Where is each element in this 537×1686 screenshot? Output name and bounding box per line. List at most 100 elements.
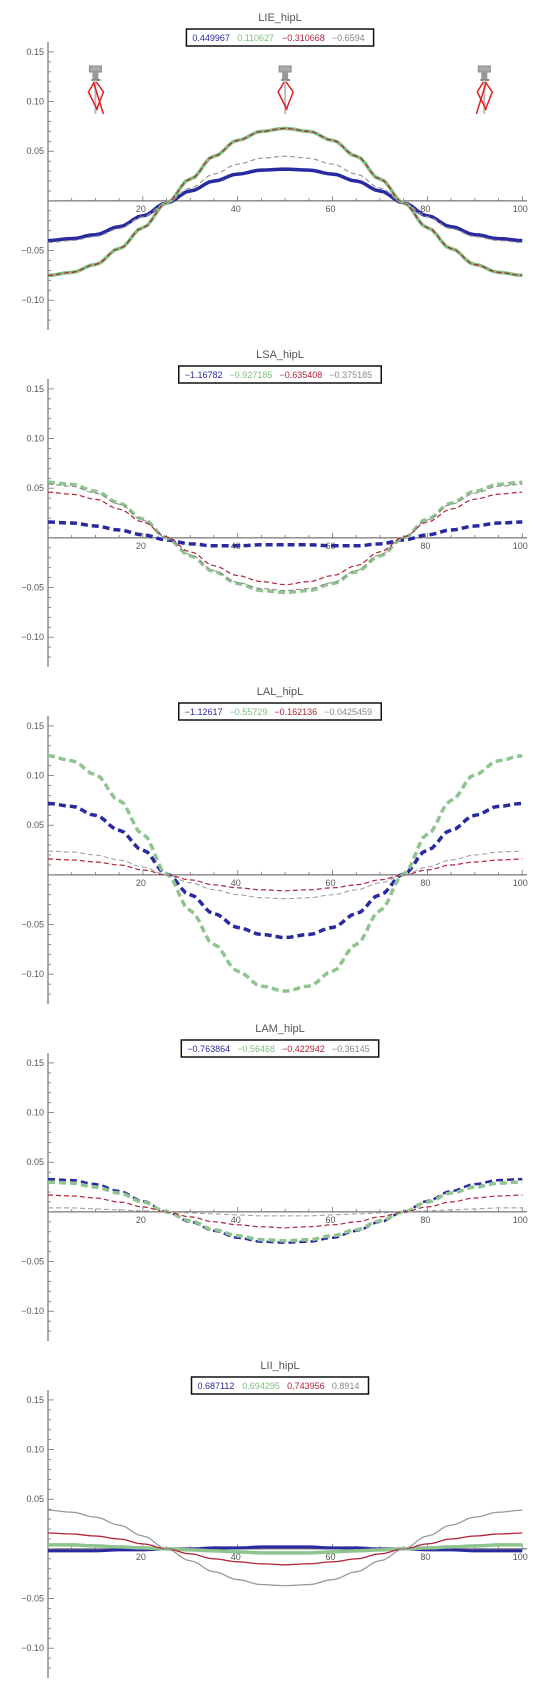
series-line-3 xyxy=(47,1532,523,1566)
y-tick-label: 0.10 xyxy=(26,1108,44,1118)
legend-entry: −0.927185 xyxy=(230,370,273,380)
x-tick-label: 100 xyxy=(513,1215,528,1225)
series-line-1 xyxy=(47,801,523,940)
legend-entry: 0.449967 xyxy=(192,33,230,43)
y-tick-label: −0.05 xyxy=(21,583,44,593)
pose-figure-icon xyxy=(277,65,294,114)
pose-figure-icon xyxy=(87,65,105,115)
series-line-4 xyxy=(47,1509,523,1587)
legend-entry: 0.694295 xyxy=(242,1381,280,1391)
legend: −1.16782 −0.927185 −0.635408 −0.375185 xyxy=(178,365,382,384)
chart-panel-1: LIE_hipL 0.15 0.10 0.05 −0.05 −0.10 20 40 60 80 10… xyxy=(21,12,528,330)
y-tick-label: 0.05 xyxy=(26,483,44,493)
x-tick-label: 80 xyxy=(420,204,430,214)
x-tick-label: 80 xyxy=(420,541,430,551)
series-line-3 xyxy=(47,491,523,586)
legend-entry: −0.6594 xyxy=(332,33,365,43)
legend-entry: −1.16782 xyxy=(185,370,223,380)
series-line-3 xyxy=(47,127,523,276)
series-line-1 xyxy=(48,1545,523,1553)
legend: 0.687112 0.694295 0.743956 0.8914 xyxy=(190,1376,370,1395)
legend-box xyxy=(190,1376,370,1395)
x-tick-label: 80 xyxy=(420,1215,430,1225)
series-line-2 xyxy=(47,480,523,595)
chart-panel-4: LAM_hipL 0.15 0.10 0.05 −0.05 −0.10 20 40 60 80 10… xyxy=(21,1023,528,1341)
y-tick-label: 0.05 xyxy=(26,146,44,156)
x-tick-label: 40 xyxy=(231,1215,241,1225)
series-line-4 xyxy=(47,850,523,900)
x-tick-label: 60 xyxy=(326,1552,336,1562)
chart-title: LSA_hipL xyxy=(256,349,304,361)
series-line-4 xyxy=(48,1207,523,1217)
y-tick-label: −0.05 xyxy=(21,920,44,930)
series-line-2 xyxy=(47,126,523,278)
series-line-3 xyxy=(47,858,523,892)
series-line-1 xyxy=(47,520,523,548)
y-tick-label: −0.10 xyxy=(21,295,44,305)
y-tick-label: 0.05 xyxy=(26,1494,44,1504)
legend-entry: 0.8914 xyxy=(332,1381,360,1391)
series-line-4 xyxy=(47,155,523,244)
series-line-2 xyxy=(47,753,523,993)
pose-figure-icon xyxy=(475,65,494,115)
y-tick-label: −0.05 xyxy=(21,1257,44,1267)
x-tick-label: 100 xyxy=(513,1552,528,1562)
legend: −0.763864 −0.56468 −0.422942 −0.36145 xyxy=(180,1039,380,1058)
y-tick-label: −0.10 xyxy=(21,1643,44,1653)
x-tick-label: 60 xyxy=(326,204,336,214)
x-tick-label: 100 xyxy=(513,541,528,551)
x-tick-label: 100 xyxy=(513,878,528,888)
legend: −1.12617 −0.55729 −0.162136 −0.0425459 xyxy=(178,702,382,721)
x-tick-label: 80 xyxy=(420,1552,430,1562)
x-tick-label: 60 xyxy=(326,541,336,551)
legend-entry: −1.12617 xyxy=(185,707,223,717)
chart-title: LAL_hipL xyxy=(257,686,304,698)
legend-entry: −0.763864 xyxy=(187,1044,230,1054)
y-tick-label: 0.15 xyxy=(26,721,44,731)
y-tick-label: 0.05 xyxy=(26,820,44,830)
legend-entry: −0.422942 xyxy=(282,1044,325,1054)
y-tick-label: −0.05 xyxy=(21,1594,44,1604)
legend-entry: 0.110627 xyxy=(237,33,274,43)
x-tick-label: 80 xyxy=(420,878,430,888)
series-line-4 xyxy=(47,483,523,592)
legend-box xyxy=(185,28,375,47)
chart-panel-5: LII_hipL 0.15 0.10 0.05 −0.05 −0.10 20 40 60 80 10… xyxy=(21,1360,528,1678)
legend-entry: −0.36145 xyxy=(332,1044,370,1054)
x-tick-label: 60 xyxy=(326,1215,336,1225)
series-line-2 xyxy=(47,1180,523,1243)
y-tick-label: 0.10 xyxy=(26,97,44,107)
y-tick-label: 0.15 xyxy=(26,47,44,57)
y-tick-label: 0.15 xyxy=(26,384,44,394)
y-tick-label: −0.05 xyxy=(21,246,44,256)
legend-entry: −0.0425459 xyxy=(324,707,372,717)
legend-box xyxy=(178,365,382,384)
x-tick-label: 60 xyxy=(326,878,336,888)
chart-title: LII_hipL xyxy=(260,1360,299,1372)
x-tick-label: 20 xyxy=(136,878,146,888)
series-line-2 xyxy=(48,1543,523,1555)
x-tick-label: 20 xyxy=(136,541,146,551)
y-tick-label: 0.10 xyxy=(26,1445,44,1455)
y-tick-label: 0.10 xyxy=(26,434,44,444)
y-tick-label: 0.15 xyxy=(26,1058,44,1068)
legend-entry: −0.635408 xyxy=(279,370,322,380)
legend-entry: −0.56468 xyxy=(237,1044,275,1054)
y-tick-label: −0.10 xyxy=(21,969,44,979)
x-tick-label: 20 xyxy=(136,1215,146,1225)
series-line-1 xyxy=(47,167,523,243)
legend-entry: −0.162136 xyxy=(274,707,317,717)
y-tick-label: −0.10 xyxy=(21,1306,44,1316)
legend-box xyxy=(180,1039,380,1058)
legend-entry: 0.743956 xyxy=(287,1381,325,1391)
series-line-3 xyxy=(47,1194,523,1229)
legend: 0.449967 0.110627 −0.310668 −0.6594 xyxy=(185,28,375,47)
x-tick-label: 20 xyxy=(136,1552,146,1562)
x-tick-label: 40 xyxy=(231,1552,241,1562)
chart-panel-3: LAL_hipL 0.15 0.10 0.05 −0.05 −0.10 20 40 60 80 10… xyxy=(21,686,528,1004)
y-tick-label: −0.10 xyxy=(21,632,44,642)
x-tick-label: 40 xyxy=(231,204,241,214)
legend-entry: 0.687112 xyxy=(198,1381,235,1391)
